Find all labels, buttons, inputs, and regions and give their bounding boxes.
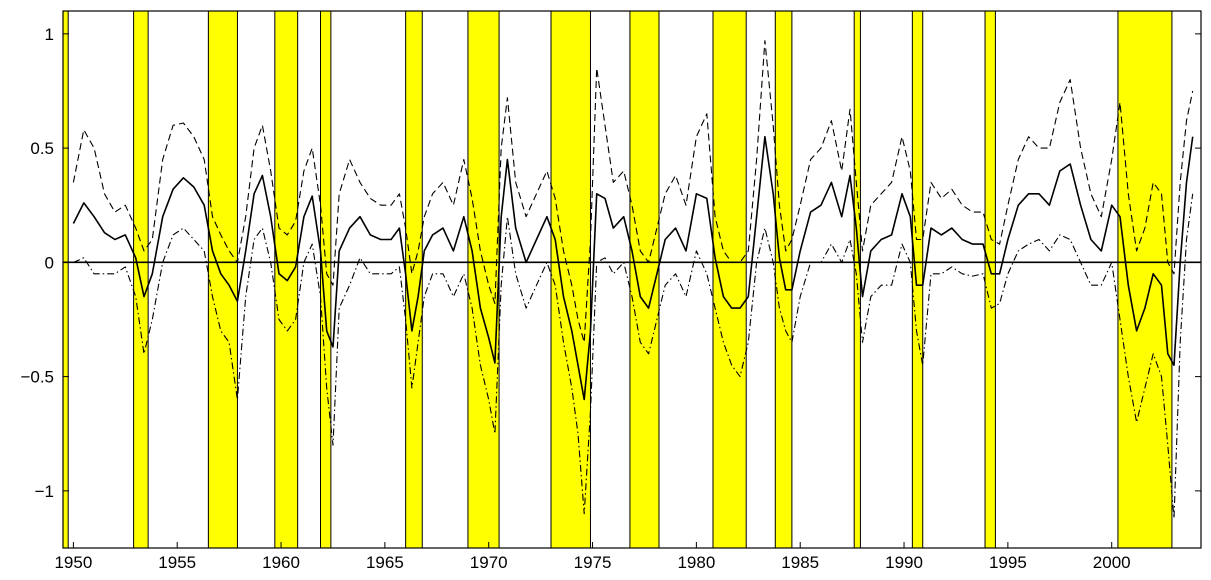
recession-shading <box>62 10 1173 549</box>
shaded-interval-12 <box>911 10 924 549</box>
shaded-interval-6 <box>467 10 500 549</box>
x-tick-label-1985: 1985 <box>781 553 819 572</box>
plot-frame <box>62 10 1202 549</box>
x-tick-label-1970: 1970 <box>470 553 508 572</box>
y-tick-label-0: −1 <box>35 482 54 501</box>
series-lines <box>72 40 1194 519</box>
series-line-dashed <box>72 40 1194 343</box>
shaded-interval-9 <box>712 10 747 549</box>
series-line-solid <box>72 135 1194 401</box>
x-tick-label-1995: 1995 <box>989 553 1027 572</box>
x-tick-label-1980: 1980 <box>677 553 715 572</box>
x-tick-label-1975: 1975 <box>574 553 612 572</box>
y-tick-label-2: 0 <box>45 253 54 272</box>
x-axis: 1950 1955 1960 1965 1970 1975 1980 1985 1990 1995… <box>54 542 1131 572</box>
x-tick-label-1950: 1950 <box>54 553 92 572</box>
x-tick-label-2000: 2000 <box>1093 553 1131 572</box>
shaded-interval-8 <box>629 10 660 549</box>
shaded-interval-14 <box>1117 10 1173 549</box>
series-line-dash-dot <box>73 193 1194 519</box>
x-tick-label-1990: 1990 <box>885 553 923 572</box>
shaded-interval-13 <box>984 10 996 549</box>
y-tick-label-3: 0.5 <box>30 139 54 158</box>
shaded-interval-0 <box>62 10 69 549</box>
x-tick-label-1965: 1965 <box>366 553 404 572</box>
x-tick-label-1960: 1960 <box>262 553 300 572</box>
x-tick-label-1955: 1955 <box>158 553 196 572</box>
shaded-interval-2 <box>207 10 238 549</box>
y-tick-label-4: 1 <box>45 25 54 44</box>
y-tick-label-1: −0.5 <box>20 368 54 387</box>
y-axis: −1 −0.5 0 0.5 1 <box>20 25 1201 501</box>
